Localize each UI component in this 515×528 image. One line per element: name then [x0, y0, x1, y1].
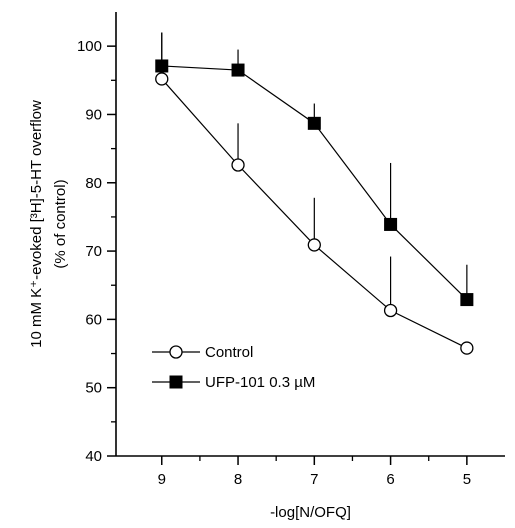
- x-tick-label: 6: [386, 471, 394, 488]
- series-ufp101: [155, 32, 474, 307]
- legend: Control UFP-101 0.3 µM: [152, 344, 315, 391]
- y-tick-label: 100: [77, 38, 102, 55]
- y-tick-label: 70: [85, 243, 102, 260]
- y-axis-title-group: 10 mM K⁺-evoked [³H]-5-HT overflow (% of…: [28, 100, 69, 348]
- x-axis-title: -log[N/OFQ]: [270, 504, 351, 521]
- y-axis-title-line2: (% of control): [52, 179, 69, 268]
- y-axis-title-line1: 10 mM K⁺-evoked [³H]-5-HT overflow: [28, 100, 45, 348]
- data-point-ufp101: [384, 217, 398, 231]
- data-point-control: [155, 72, 169, 86]
- series-control: [155, 32, 474, 355]
- legend-marker-control: [169, 345, 183, 359]
- data-point-control: [307, 238, 321, 252]
- data-point-ufp101: [231, 63, 245, 77]
- x-tick-label: 7: [310, 471, 318, 488]
- x-tick-label: 5: [463, 471, 471, 488]
- y-tick-label: 80: [85, 175, 102, 192]
- y-tick-label: 60: [85, 311, 102, 328]
- legend-marker-ufp101: [169, 375, 183, 389]
- y-tick-label: 40: [85, 448, 102, 465]
- data-point-ufp101: [155, 59, 169, 73]
- y-tick-label: 50: [85, 380, 102, 397]
- data-point-control: [231, 158, 245, 172]
- data-point-control: [460, 341, 474, 355]
- legend-label-control: Control: [205, 344, 253, 361]
- x-tick-label: 9: [158, 471, 166, 488]
- x-tick-label: 8: [234, 471, 242, 488]
- data-point-control: [383, 303, 398, 318]
- data-point-ufp101: [307, 116, 321, 130]
- y-tick-label: 90: [85, 106, 102, 123]
- series-line: [161, 65, 468, 301]
- data-point-ufp101: [460, 293, 474, 307]
- legend-label-ufp101: UFP-101 0.3 µM: [205, 374, 315, 391]
